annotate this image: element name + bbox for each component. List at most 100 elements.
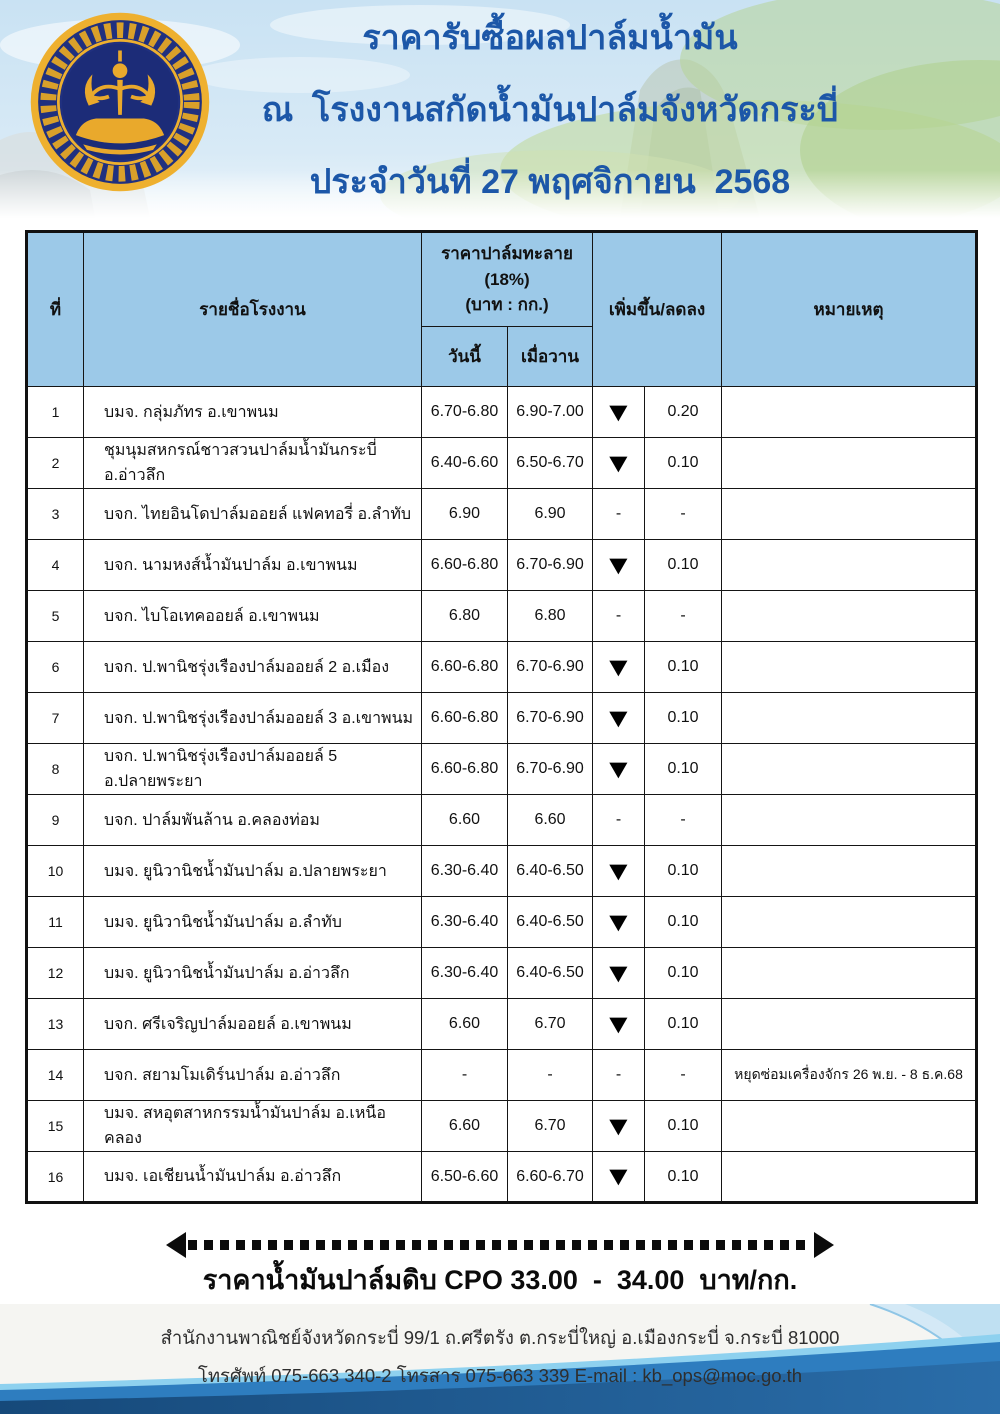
remark: [721, 947, 978, 999]
col-header-price-group: ราคาปาล์มทะลาย (18%) (บาท : กก.): [420, 231, 594, 327]
down-arrow-icon: ▼: [603, 1161, 634, 1191]
factory-name: บมจ. ยูนิวานิชน้ำมันปาล์ม อ.ปลายพระยา: [83, 845, 422, 897]
remark: [721, 1151, 978, 1203]
price-today: 6.70-6.80: [421, 386, 508, 438]
price-yesterday: 6.40-6.50: [506, 947, 594, 999]
arrow-left-head-icon: [166, 1232, 186, 1258]
footer: สำนักงานพาณิชย์จังหวัดกระบี่ 99/1 ถ.ศรีต…: [0, 1304, 1000, 1414]
table-header: ที่ รายชื่อโรงงาน ราคาปาล์มทะลาย (18%) (…: [26, 231, 978, 387]
price-today: -: [421, 1049, 508, 1101]
row-number: 5: [26, 590, 84, 642]
remark: [721, 743, 978, 795]
row-number: 2: [26, 437, 84, 489]
factory-name: บจก. ป.พานิชรุ่งเรืองปาล์มออยล์ 3 อ.เขาพ…: [83, 692, 422, 744]
price-today: 6.60: [421, 1100, 508, 1152]
footer-wave-decoration: [0, 1304, 1000, 1414]
change-direction-cell: ▼: [592, 743, 646, 795]
table-row: 7 บจก. ป.พานิชรุ่งเรืองปาล์มออยล์ 3 อ.เข…: [26, 692, 978, 744]
factory-name: บมจ. สหอุตสาหกรรมน้ำมันปาล์ม อ.เหนือคลอง: [83, 1100, 422, 1152]
table-row: 4 บจก. นามหงส์น้ำมันปาล์ม อ.เขาพนม 6.60-…: [26, 539, 978, 591]
down-arrow-icon: ▼: [603, 396, 634, 427]
change-amount: 0.10: [644, 692, 723, 744]
table-row: 14 บจก. สยามโมเดิร์นปาล์ม อ.อ่าวลึก - - …: [26, 1049, 978, 1101]
price-today: 6.60-6.80: [421, 743, 508, 795]
krabi-landscape-background: [0, 0, 1000, 218]
row-number: 1: [26, 386, 84, 438]
change-direction-cell: ▼: [592, 692, 646, 744]
row-number: 4: [26, 539, 84, 591]
price-yesterday: 6.90-7.00: [506, 386, 594, 438]
table-row: 1 บมจ. กลุ่มภัทร อ.เขาพนม 6.70-6.80 6.90…: [26, 386, 978, 438]
palm-price-table: ที่ รายชื่อโรงงาน ราคาปาล์มทะลาย (18%) (…: [25, 230, 979, 1204]
change-direction-cell: ▼: [592, 386, 646, 438]
col-header-no: ที่: [26, 231, 84, 387]
price-yesterday: 6.40-6.50: [506, 896, 594, 948]
down-arrow-icon: ▼: [603, 651, 634, 682]
change-amount: 0.10: [644, 437, 723, 489]
cpo-price-line: ราคาน้ำมันปาล์มดิบ CPO 33.00 - 34.00 บาท…: [202, 1265, 798, 1295]
remark: [721, 896, 978, 948]
factory-name: บจก. ป.พานิชรุ่งเรืองปาล์มออยล์ 5 อ.ปลาย…: [83, 743, 422, 795]
down-arrow-icon: ▼: [603, 1110, 634, 1141]
factory-name: ชุมนุมสหกรณ์ชาวสวนปาล์มน้ำมันกระบี่ อ.อ่…: [83, 437, 422, 489]
price-yesterday: 6.70-6.90: [506, 743, 594, 795]
down-arrow-icon: ▼: [603, 855, 634, 886]
factory-name: บมจ. ยูนิวานิชน้ำมันปาล์ม อ.ลำทับ: [83, 896, 422, 948]
row-number: 9: [26, 794, 84, 846]
col-header-remark: หมายเหตุ: [721, 231, 978, 387]
price-today: 6.40-6.60: [421, 437, 508, 489]
change-amount: -: [644, 488, 723, 540]
price-today: 6.30-6.40: [421, 896, 508, 948]
down-arrow-icon: ▼: [603, 753, 634, 784]
table-row: 5 บจก. ไบโอเทคออยล์ อ.เขาพนม 6.80 6.80 -…: [26, 590, 978, 642]
change-direction-cell: ▼: [592, 1151, 646, 1203]
remark: [721, 794, 978, 846]
col-header-change: เพิ่มขึ้น/ลดลง: [592, 231, 723, 387]
price-today: 6.80: [421, 590, 508, 642]
change-direction-cell: -: [592, 794, 646, 846]
down-arrow-icon: ▼: [603, 957, 634, 988]
price-yesterday: 6.70: [506, 998, 594, 1050]
table-row: 10 บมจ. ยูนิวานิชน้ำมันปาล์ม อ.ปลายพระยา…: [26, 845, 978, 897]
change-amount: 0.10: [644, 743, 723, 795]
change-amount: 0.10: [644, 539, 723, 591]
title-line-2: ณ โรงงานสกัดน้ำมันปาล์มจังหวัดกระบี่: [261, 91, 839, 130]
change-amount: 0.10: [644, 896, 723, 948]
price-today: 6.60: [421, 794, 508, 846]
change-amount: 0.10: [644, 1100, 723, 1152]
document-title-block: ราคารับซื้อผลปาล์มน้ำมัน ณ โรงงานสกัดน้ำ…: [110, 16, 990, 206]
price-yesterday: 6.60-6.70: [506, 1151, 594, 1203]
change-direction-cell: ▼: [592, 539, 646, 591]
down-arrow-icon: -: [615, 1066, 622, 1083]
factory-name: บจก. ไทยอินโดปาล์มออยล์ แฟคทอรี่ อ.ลำทับ: [83, 488, 422, 540]
ministry-emblem-icon: [30, 12, 210, 192]
title-line-3-date: ประจำวันที่ 27 พฤศจิกายน 2568: [309, 163, 791, 202]
down-arrow-icon: -: [615, 811, 622, 828]
table-row: 12 บมจ. ยูนิวานิชน้ำมันปาล์ม อ.อ่าวลึก 6…: [26, 947, 978, 999]
remark: [721, 845, 978, 897]
down-arrow-icon: ▼: [603, 447, 634, 478]
price-yesterday: -: [506, 1049, 594, 1101]
change-direction-cell: ▼: [592, 998, 646, 1050]
arrow-dashed-line: [188, 1240, 812, 1250]
remark: [721, 1100, 978, 1152]
table-row: 11 บมจ. ยูนิวานิชน้ำมันปาล์ม อ.ลำทับ 6.3…: [26, 896, 978, 948]
row-number: 3: [26, 488, 84, 540]
change-amount: 0.10: [644, 641, 723, 693]
price-today: 6.50-6.60: [421, 1151, 508, 1203]
price-range-arrow: [0, 1232, 1000, 1258]
change-direction-cell: -: [592, 590, 646, 642]
change-amount: 0.20: [644, 386, 723, 438]
down-arrow-icon: ▼: [603, 1008, 634, 1039]
footer-contact-line: โทรศัพท์ 075-663 340-2 โทรสาร 075-663 33…: [197, 1365, 803, 1386]
footer-address-line: สำนักงานพาณิชย์จังหวัดกระบี่ 99/1 ถ.ศรีต…: [160, 1327, 840, 1348]
price-yesterday: 6.70-6.90: [506, 539, 594, 591]
row-number: 6: [26, 641, 84, 693]
price-yesterday: 6.70-6.90: [506, 641, 594, 693]
table-row: 2 ชุมนุมสหกรณ์ชาวสวนปาล์มน้ำมันกระบี่ อ.…: [26, 437, 978, 489]
price-today: 6.60-6.80: [421, 692, 508, 744]
remark: [721, 386, 978, 438]
remark: [721, 539, 978, 591]
col-header-yesterday: เมื่อวาน: [506, 326, 594, 387]
